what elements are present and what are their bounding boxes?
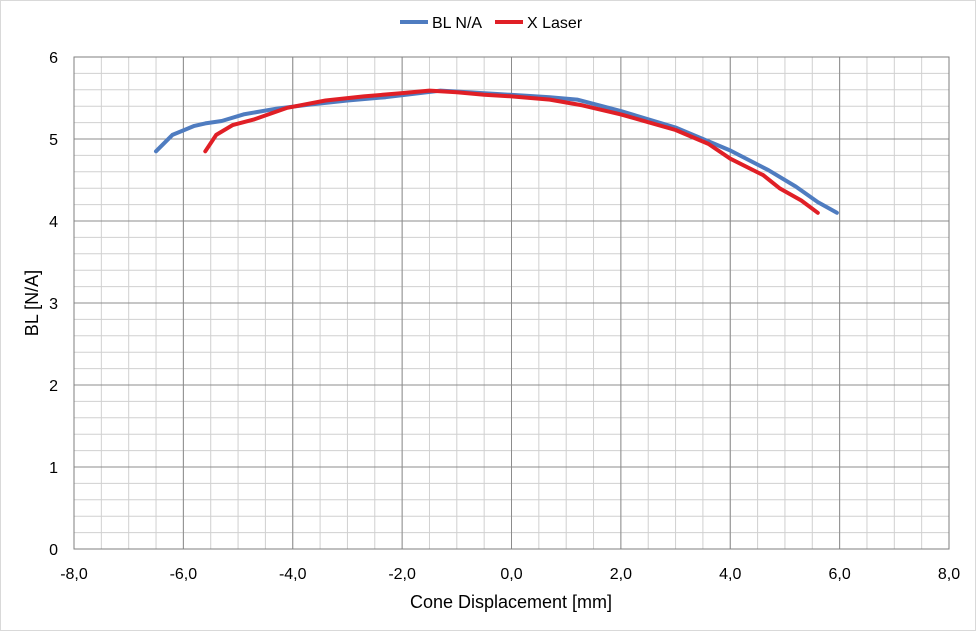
x-tick-label: 4,0 [719, 566, 741, 583]
x-tick-label: 6,0 [829, 566, 851, 583]
y-tick-label: 4 [49, 214, 58, 231]
series-layer [154, 88, 839, 215]
legend-label-x-laser: X Laser [527, 15, 583, 32]
x-tick-label: -8,0 [60, 566, 88, 583]
y-tick-label: 6 [49, 50, 58, 67]
legend: BL N/A X Laser [400, 15, 583, 32]
x-tick-label: 2,0 [610, 566, 632, 583]
y-tick-label: 2 [49, 378, 58, 395]
y-tick-label: 3 [49, 296, 58, 313]
x-tick-label: -4,0 [279, 566, 307, 583]
y-tick-label: 0 [49, 542, 58, 559]
x-tick-label: 8,0 [938, 566, 960, 583]
x-tick-label: -2,0 [388, 566, 416, 583]
x-axis-title: Cone Displacement [mm] [410, 592, 612, 612]
y-tick-label: 1 [49, 460, 58, 477]
x-axis-tick-labels: -8,0 -6,0 -4,0 -2,0 0,0 2,0 4,0 6,0 8,0 [60, 566, 960, 583]
y-tick-label: 5 [49, 132, 58, 149]
plot-area-frame [73, 56, 950, 550]
series-line-x-laser [203, 88, 820, 215]
y-axis-title: BL [N/A] [22, 270, 42, 336]
x-tick-label: 0,0 [500, 566, 522, 583]
x-tick-label: -6,0 [170, 566, 198, 583]
legend-label-bl-na: BL N/A [432, 15, 482, 32]
y-axis-tick-labels: 0 1 2 3 4 5 6 [49, 50, 58, 559]
